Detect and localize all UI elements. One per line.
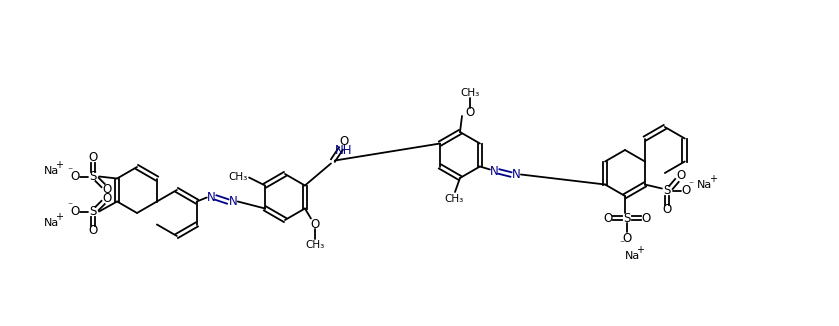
Text: N: N [489,165,498,178]
Text: CH₃: CH₃ [305,241,325,250]
Text: O: O [681,184,690,197]
Text: CH₃: CH₃ [445,194,464,204]
Text: Na: Na [44,167,59,176]
Text: N: N [206,191,215,204]
Text: Na: Na [624,251,639,261]
Text: +: + [55,160,63,170]
Text: N: N [228,195,237,208]
Text: O: O [339,135,348,148]
Text: O: O [88,151,97,164]
Text: O: O [466,106,475,118]
Text: O: O [70,205,80,218]
Text: O: O [310,218,320,231]
Text: S: S [90,205,96,218]
Text: ⁻: ⁻ [619,239,624,249]
Text: NH: NH [335,144,352,157]
Text: ⁻: ⁻ [67,167,73,176]
Text: CH₃: CH₃ [461,88,480,98]
Text: Na: Na [697,181,712,190]
Text: ⁻: ⁻ [67,201,73,212]
Text: O: O [623,231,632,244]
Text: ⁻: ⁻ [688,181,694,190]
Text: O: O [603,212,612,225]
Text: O: O [70,170,80,183]
Text: O: O [641,212,650,225]
Text: N: N [512,168,520,181]
Text: S: S [664,184,670,197]
Text: O: O [88,224,97,237]
Text: O: O [676,169,685,182]
Text: CH₃: CH₃ [228,171,248,182]
Text: +: + [709,174,717,185]
Text: O: O [662,203,671,216]
Text: Na: Na [44,218,59,229]
Text: +: + [636,245,644,255]
Text: S: S [623,212,631,225]
Text: O: O [102,192,112,205]
Text: O: O [102,183,112,196]
Text: S: S [90,170,96,183]
Text: +: + [55,213,63,223]
